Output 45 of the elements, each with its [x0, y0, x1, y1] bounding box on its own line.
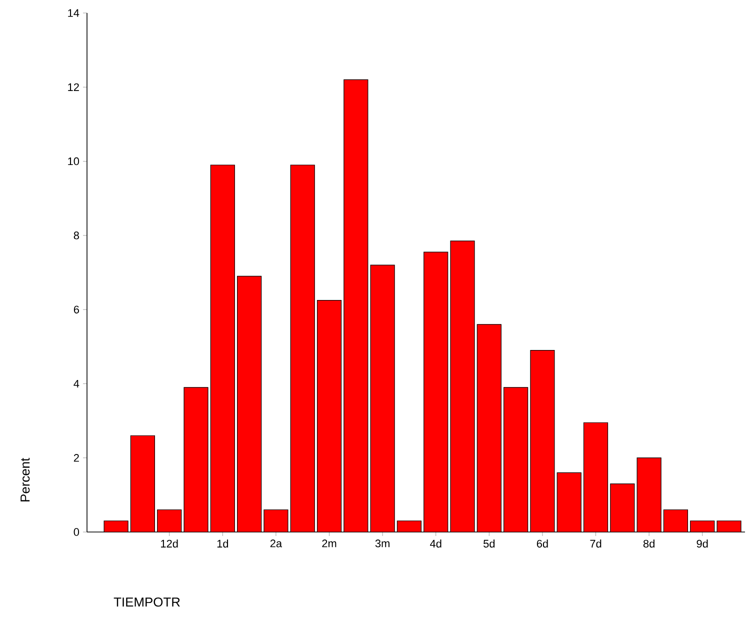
bar	[690, 520, 714, 532]
bar	[104, 520, 128, 532]
x-axis-title: TIEMPOTR	[114, 597, 180, 607]
x-tick-label: 1d	[217, 540, 228, 548]
y-tick-label: 6	[74, 306, 79, 314]
x-tick-label: 7d	[590, 540, 602, 548]
bar	[290, 164, 315, 532]
x-tick-label: 8d	[643, 540, 654, 548]
bar	[504, 387, 528, 532]
bar	[397, 520, 422, 532]
x-tick-label: 5d	[484, 540, 495, 548]
bar	[476, 324, 502, 532]
x-tick-label: 4d	[430, 540, 442, 548]
bar	[157, 509, 182, 532]
y-tick-label: 0	[74, 528, 80, 536]
bar	[130, 435, 155, 532]
y-tick-label: 2	[74, 454, 79, 462]
bar	[716, 520, 742, 532]
bar	[424, 252, 448, 532]
bar	[316, 300, 342, 532]
bar	[610, 484, 635, 532]
bar	[210, 164, 235, 532]
x-tick-label: 6d	[536, 540, 548, 548]
bar	[636, 458, 662, 532]
bar	[344, 79, 368, 532]
x-tick-label: 9d	[696, 540, 708, 548]
y-axis-title: Percent	[20, 458, 30, 502]
bar	[237, 276, 262, 532]
x-tick-label: 2a	[270, 540, 282, 548]
bar	[530, 350, 555, 532]
x-tick-label: 12d	[161, 540, 178, 548]
x-tick-label: 3m	[375, 540, 390, 548]
bar	[264, 509, 288, 532]
y-tick-label: 10	[68, 157, 80, 166]
y-tick-label: 14	[68, 9, 80, 17]
bar	[556, 472, 582, 532]
bar	[583, 422, 608, 532]
bar	[450, 240, 475, 532]
y-tick-label: 4	[74, 380, 80, 388]
x-tick-label: 2m	[322, 540, 336, 548]
y-tick-label: 8	[74, 232, 79, 240]
y-tick-label: 12	[68, 83, 79, 91]
bar	[663, 509, 688, 532]
bar	[184, 387, 208, 532]
bar	[370, 264, 395, 532]
